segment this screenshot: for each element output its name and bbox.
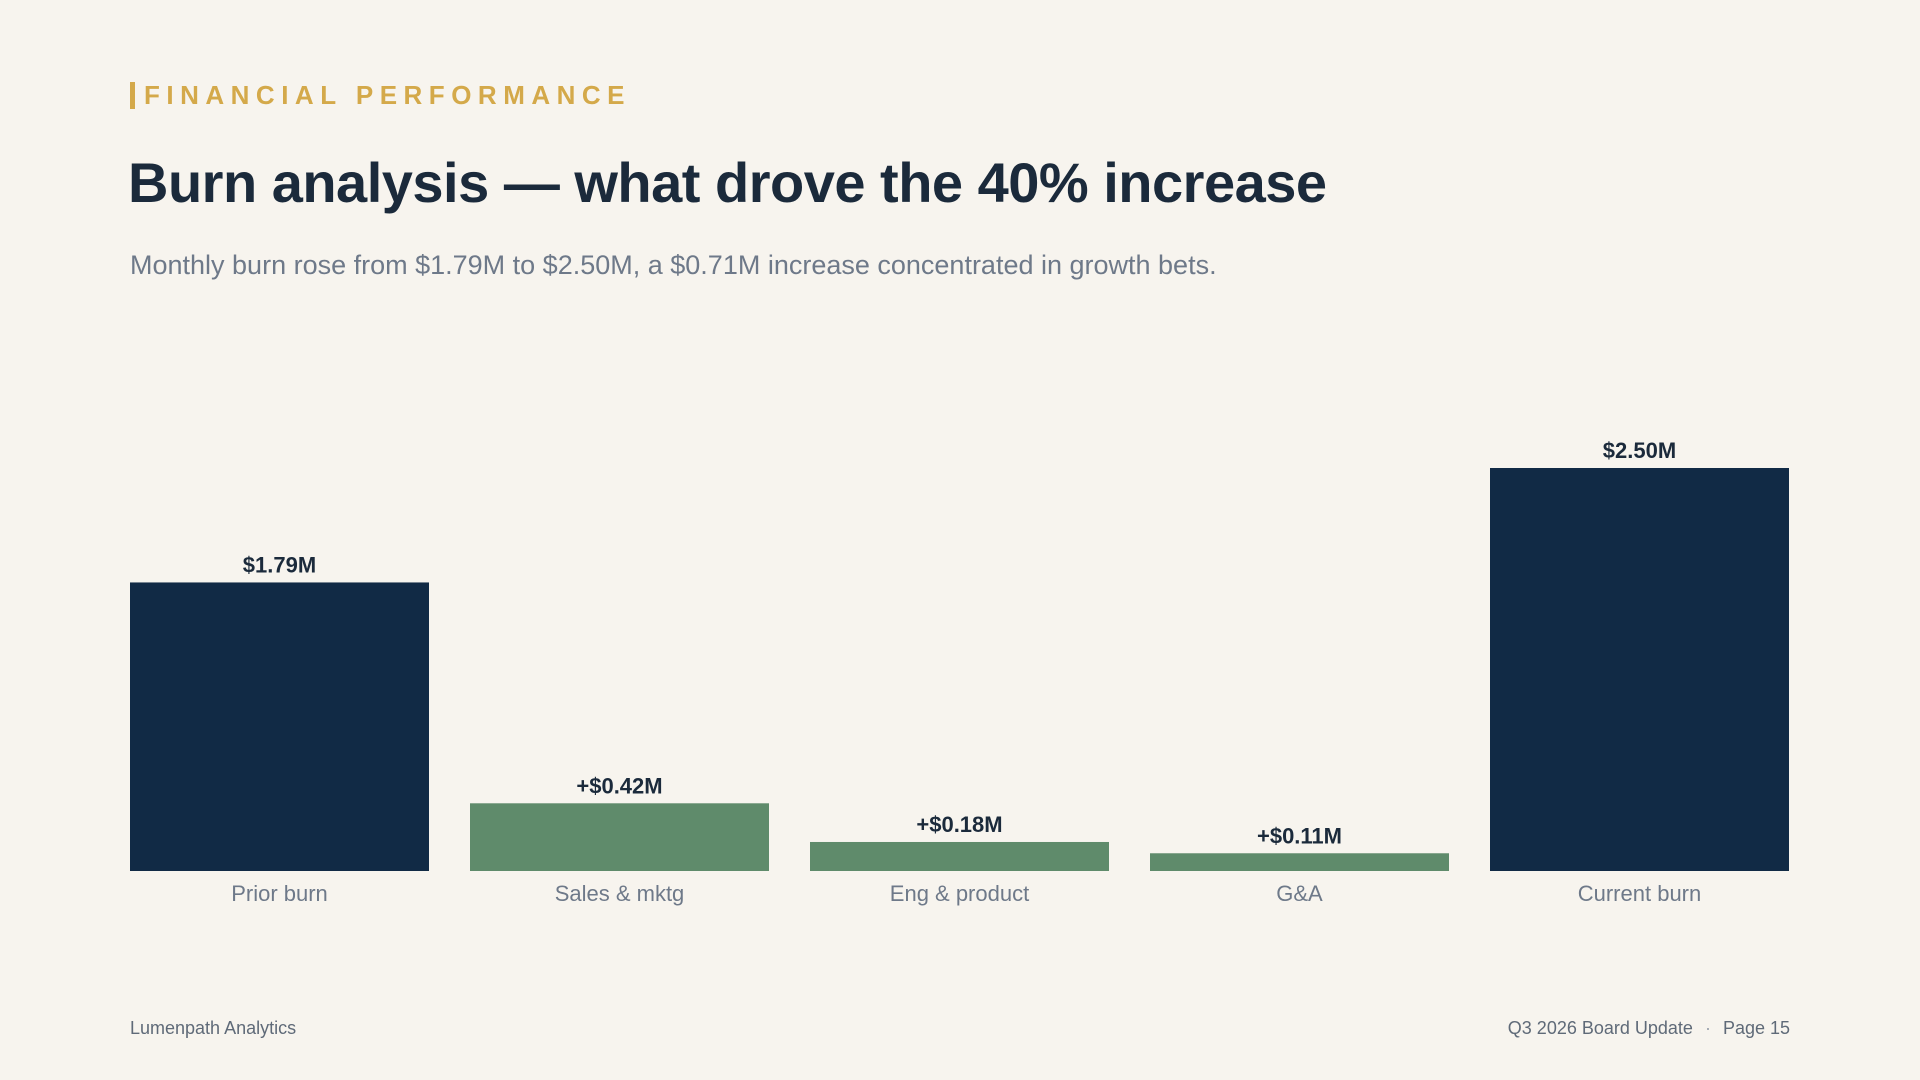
bar-ganda (1150, 853, 1449, 871)
eyebrow-label: FINANCIAL PERFORMANCE (144, 80, 632, 110)
bar-sales-and-mktg (470, 803, 769, 871)
value-label-current-burn: $2.50M (1603, 438, 1676, 463)
value-label-sales-and-mktg: +$0.42M (576, 773, 662, 798)
footer-deck-name: Q3 2026 Board Update (1507, 1018, 1693, 1038)
category-label-current-burn: Current burn (1578, 881, 1702, 906)
bar-current-burn (1490, 468, 1789, 871)
category-label-ganda: G&A (1276, 881, 1323, 906)
footer-company: Lumenpath Analytics (130, 1018, 297, 1038)
bar-eng-and-product (810, 841, 1109, 871)
footer-separator: · (1704, 1018, 1711, 1038)
value-label-prior-burn: $1.79M (243, 552, 316, 577)
value-label-eng-and-product: +$0.18M (916, 812, 1002, 837)
section-eyebrow: FINANCIAL PERFORMANCE (130, 80, 631, 111)
category-label-sales-and-mktg: Sales & mktg (555, 881, 685, 906)
eyebrow-accent-bar (130, 82, 135, 109)
footer-page-number: Page 15 (1722, 1018, 1790, 1038)
category-label-prior-burn: Prior burn (231, 881, 328, 906)
page-subtitle: Monthly burn rose from $1.79M to $2.50M,… (130, 250, 1217, 280)
bar-prior-burn (130, 582, 429, 871)
page-title: Burn analysis — what drove the 40% incre… (128, 151, 1327, 214)
burn-bar-chart: $1.79M Prior burn +$0.42M Sales & mktg +$0.1… (130, 438, 1789, 906)
footer-meta: Q3 2026 Board Update · Page 15 (1508, 1018, 1790, 1039)
category-label-eng-and-product: Eng & product (890, 881, 1029, 906)
value-label-ganda: +$0.11M (1257, 823, 1342, 848)
